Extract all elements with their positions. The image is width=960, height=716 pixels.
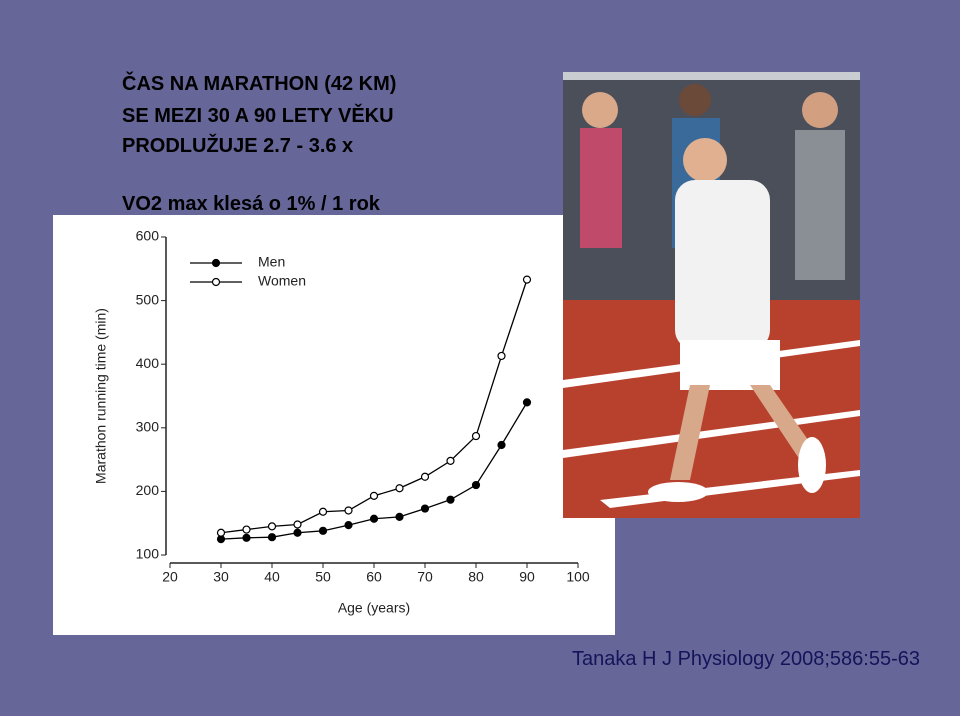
data-point (293, 528, 302, 537)
chart: 100 200 300 400 500 600 20 30 40 50 60 70 80 90 100 Age… (53, 215, 615, 635)
x-tick-label: 30 (213, 569, 229, 585)
y-tick-label: 100 (136, 546, 160, 562)
data-point (344, 521, 353, 530)
y-tick-label: 400 (136, 355, 160, 371)
data-point (216, 528, 226, 537)
x-axis-label: Age (years) (338, 600, 410, 616)
data-point (446, 456, 455, 465)
x-tick-label: 90 (519, 569, 535, 585)
y-tick-label: 600 (136, 228, 160, 244)
subtitle: VO2 max klesá o 1% / 1 rok (122, 193, 381, 215)
title-line: SE MEZI 30 A 90 LETY VĚKU (122, 103, 394, 127)
x-tick-label: 20 (162, 569, 178, 585)
data-point (318, 507, 328, 516)
data-point (293, 520, 302, 529)
data-point (522, 398, 532, 407)
data-point (344, 506, 353, 515)
data-point (369, 491, 379, 500)
x-tick-label: 50 (315, 569, 331, 585)
data-point (522, 275, 532, 284)
x-tick-label: 80 (468, 569, 484, 585)
y-tick-label: 300 (136, 419, 160, 435)
y-tick-label: 500 (136, 291, 160, 307)
data-point (446, 495, 455, 504)
y-tick-label: 200 (136, 482, 160, 498)
legend-marker (211, 277, 221, 287)
data-point (395, 484, 404, 493)
chart-background (53, 215, 615, 635)
data-point (471, 431, 481, 441)
data-point (369, 514, 379, 523)
legend-label: Men (258, 254, 285, 270)
title-line: ČAS NA MARATHON (42 KM) (122, 71, 396, 95)
y-axis-label: Marathon running time (min) (93, 308, 109, 484)
data-point (395, 512, 404, 521)
x-tick-label: 70 (417, 569, 433, 585)
legend-label: Women (258, 273, 306, 289)
data-point (420, 472, 430, 481)
data-point (471, 480, 481, 490)
data-point (420, 504, 430, 513)
data-point (242, 533, 251, 542)
data-point (497, 351, 506, 361)
data-point (267, 533, 277, 542)
data-point (267, 522, 277, 531)
legend-marker (211, 258, 221, 268)
x-tick-label: 60 (366, 569, 382, 585)
photo (563, 72, 860, 518)
x-tick-label: 100 (566, 569, 590, 585)
citation: Tanaka H J Physiology 2008;586:55-63 (572, 648, 920, 670)
data-point (242, 525, 251, 534)
x-tick-label: 40 (264, 569, 280, 585)
data-point (497, 440, 506, 450)
data-point (318, 526, 328, 535)
title-line: PRODLUŽUJE 2.7 - 3.6 x (122, 133, 353, 157)
